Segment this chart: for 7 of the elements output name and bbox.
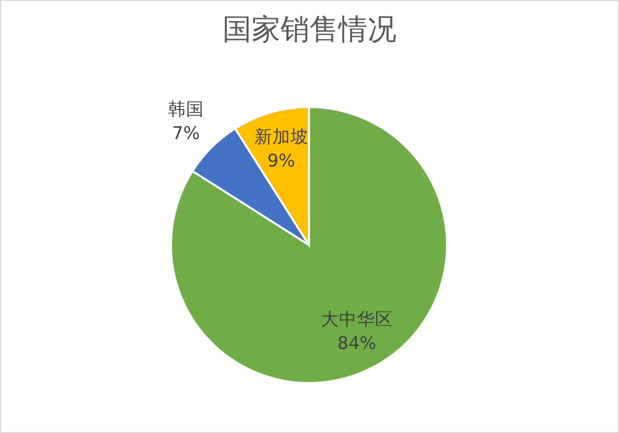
data-label: 9% — [267, 152, 296, 172]
data-label: 7% — [172, 124, 200, 144]
slice-label: 新加坡 — [254, 126, 308, 148]
slice-label: 大中华区 — [320, 310, 393, 330]
chart-title: 国家销售情况 — [222, 12, 396, 46]
slice-label: 韩国 — [168, 100, 204, 120]
data-label: 84% — [337, 334, 376, 354]
